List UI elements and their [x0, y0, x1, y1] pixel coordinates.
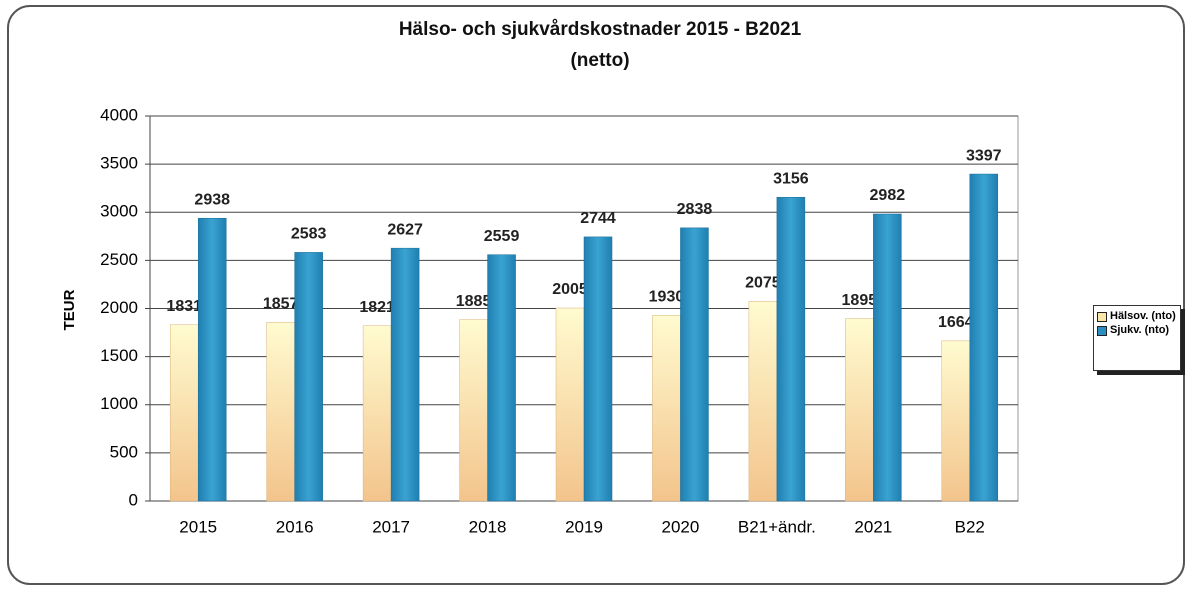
- legend-swatch: [1097, 312, 1107, 322]
- x-tick-label: 2021: [854, 517, 892, 536]
- data-label: 1831: [166, 298, 202, 315]
- bar: [197, 217, 227, 502]
- y-tick-label: 1500: [100, 346, 138, 365]
- bar: [969, 173, 999, 502]
- chart-title: Hälso- och sjukvårdskostnader 2015 - B20…: [398, 19, 802, 71]
- y-tick-label: 3500: [100, 154, 138, 173]
- bar: [169, 324, 199, 502]
- bar: [873, 213, 902, 502]
- x-tick-label: B22: [955, 517, 985, 536]
- bar: [362, 325, 392, 502]
- x-tick-label: B21+ändr.: [738, 517, 816, 536]
- data-label: 3156: [773, 170, 809, 187]
- data-label: 1895: [842, 292, 878, 309]
- legend: Hälsov. (nto) Sjukv. (nto): [1093, 305, 1181, 371]
- bar: [459, 319, 488, 502]
- bar: [652, 314, 681, 502]
- data-label: 1821: [359, 299, 395, 316]
- data-label: 1930: [649, 288, 685, 305]
- legend-item: Hälsov. (nto): [1097, 310, 1177, 322]
- y-axis-label: TEUR: [61, 289, 78, 330]
- y-tick-label: 0: [129, 490, 138, 509]
- y-tick-label: 500: [110, 442, 138, 461]
- bar: [487, 254, 516, 502]
- x-tick-label: 2017: [372, 517, 410, 536]
- frame: [7, 5, 1185, 585]
- data-label: 2938: [194, 191, 230, 208]
- data-label: 1885: [456, 293, 492, 310]
- y-tick-label: 3000: [100, 202, 138, 221]
- data-label: 2075: [745, 275, 781, 292]
- data-label: 2744: [580, 210, 616, 227]
- data-label: 1664: [938, 314, 974, 331]
- data-label: 2838: [677, 201, 713, 218]
- bar: [941, 340, 971, 502]
- bar: [583, 236, 613, 502]
- data-label: 2005: [552, 281, 588, 298]
- y-tick-label: 1000: [100, 394, 138, 413]
- bar: [776, 196, 806, 502]
- bar: [845, 318, 874, 502]
- y-tick-label: 2000: [100, 298, 138, 317]
- x-tick-label: 2015: [179, 517, 217, 536]
- y-tick-label: 2500: [100, 250, 138, 269]
- legend-label: Sjukv. (nto): [1110, 324, 1170, 336]
- bar: [390, 247, 420, 502]
- x-tick-label: 2020: [662, 517, 700, 536]
- data-label: 2559: [484, 228, 520, 245]
- data-label: 3397: [966, 147, 1002, 164]
- x-tick-label: 2016: [276, 517, 314, 536]
- legend-swatch: [1097, 326, 1107, 336]
- data-label: 2583: [291, 226, 327, 243]
- bar: [294, 252, 323, 502]
- x-tick-label: 2019: [565, 517, 603, 536]
- legend-label: Hälsov. (nto): [1110, 310, 1176, 322]
- legend-item: Sjukv. (nto): [1097, 324, 1177, 336]
- data-label: 1857: [263, 295, 299, 312]
- bar: [748, 301, 778, 502]
- y-tick-label: 4000: [100, 105, 138, 124]
- bar: [680, 227, 709, 502]
- x-tick-label: 2018: [469, 517, 507, 536]
- bar: [266, 322, 295, 502]
- data-label: 2627: [387, 221, 423, 238]
- bar: [555, 307, 585, 502]
- data-label: 2982: [870, 187, 906, 204]
